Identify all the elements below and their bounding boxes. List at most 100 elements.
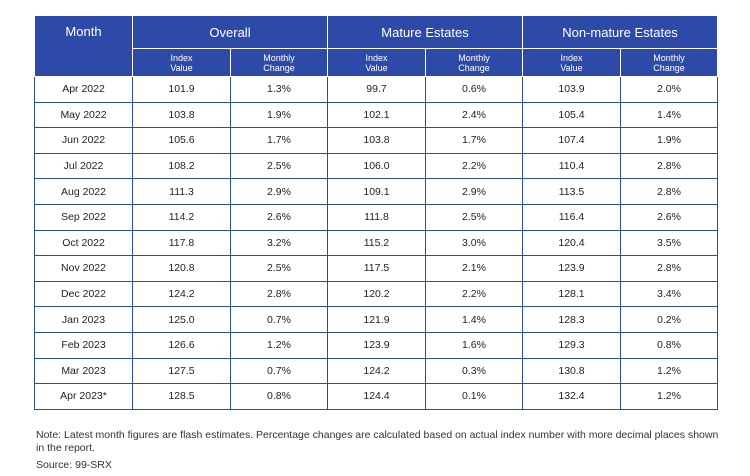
mature-index-cell: 117.5 [327, 255, 426, 282]
non-mature-change-cell: 0.2% [619, 306, 719, 333]
month-cell: Apr 2022 [34, 76, 133, 103]
table-row: Apr 2023* 128.5 0.8% 124.4 0.1% 132.4 1.… [34, 383, 719, 410]
overall-change-cell: 1.9% [230, 101, 328, 129]
mature-index-cell: 124.2 [327, 357, 426, 385]
note-text: Note: Latest month figures are flash est… [36, 429, 719, 454]
non-mature-index-cell: 107.4 [522, 127, 621, 154]
index-value-header: Index Value [132, 48, 231, 77]
mature-index-cell: 120.2 [327, 280, 426, 308]
mature-change-cell: 0.1% [425, 383, 523, 410]
monthly-change-header: Monthly Change [619, 48, 719, 77]
mature-index-cell: 123.9 [327, 331, 426, 359]
non-mature-index-cell: 128.1 [522, 280, 621, 308]
hdb-resale-index-table-container: Month Overall Mature Estates Non-mature … [34, 15, 719, 410]
non-mature-change-cell: 1.9% [619, 127, 719, 154]
monthly-change-header: Monthly Change [425, 48, 523, 77]
overall-change-cell: 2.5% [230, 255, 328, 282]
non-mature-index-cell: 120.4 [522, 229, 621, 257]
non-mature-change-cell: 3.5% [619, 229, 719, 257]
mature-index-cell: 111.8 [327, 203, 426, 231]
overall-change-cell: 0.7% [230, 306, 328, 333]
overall-change-cell: 1.7% [230, 127, 328, 154]
overall-change-cell: 2.9% [230, 178, 328, 205]
non-mature-change-cell: 1.2% [619, 357, 719, 385]
non-mature-index-cell: 116.4 [522, 203, 621, 231]
overall-index-cell: 101.9 [132, 76, 231, 103]
mature-change-cell: 0.6% [425, 76, 523, 103]
overall-index-cell: 124.2 [132, 280, 231, 308]
month-cell: Apr 2023* [34, 383, 133, 410]
non-mature-index-cell: 103.9 [522, 76, 621, 103]
non-mature-change-cell: 2.6% [619, 203, 719, 231]
non-mature-index-cell: 132.4 [522, 383, 621, 410]
source-text: Source: 99-SRX [36, 459, 112, 471]
table-row: Jul 2022 108.2 2.5% 106.0 2.2% 110.4 2.8… [34, 152, 719, 180]
month-cell: Sep 2022 [34, 203, 133, 231]
overall-change-cell: 0.8% [230, 383, 328, 410]
mature-change-cell: 1.4% [425, 306, 523, 333]
table-row: Sep 2022 114.2 2.6% 111.8 2.5% 116.4 2.6… [34, 203, 719, 231]
index-value-header: Index Value [522, 48, 621, 77]
overall-index-cell: 114.2 [132, 203, 231, 231]
overall-index-cell: 105.6 [132, 127, 231, 154]
month-cell: May 2022 [34, 101, 133, 129]
table-row: Jun 2022 105.6 1.7% 103.8 1.7% 107.4 1.9… [34, 127, 719, 154]
table-row: Dec 2022 124.2 2.8% 120.2 2.2% 128.1 3.4… [34, 280, 719, 308]
non-mature-estates-header: Non-mature Estates [521, 15, 719, 49]
monthly-change-header: Monthly Change [230, 48, 328, 77]
mature-index-cell: 102.1 [327, 101, 426, 129]
mature-change-cell: 2.4% [425, 101, 523, 129]
month-header: Month [34, 15, 133, 77]
non-mature-index-cell: 113.5 [522, 178, 621, 205]
non-mature-index-cell: 123.9 [522, 255, 621, 282]
index-value-header: Index Value [327, 48, 426, 77]
non-mature-index-cell: 110.4 [522, 152, 621, 180]
month-cell: Feb 2023 [34, 331, 133, 359]
overall-index-cell: 126.6 [132, 331, 231, 359]
mature-index-cell: 106.0 [327, 152, 426, 180]
overall-index-cell: 125.0 [132, 306, 231, 333]
overall-index-cell: 117.8 [132, 229, 231, 257]
overall-header: Overall [132, 15, 328, 49]
overall-change-cell: 0.7% [230, 357, 328, 385]
overall-change-cell: 2.8% [230, 280, 328, 308]
overall-change-cell: 2.5% [230, 152, 328, 180]
table-row: May 2022 103.8 1.9% 102.1 2.4% 105.4 1.4… [34, 101, 719, 129]
table-row: Apr 2022 101.9 1.3% 99.7 0.6% 103.9 2.0% [34, 76, 719, 103]
footnotes: Note: Latest month figures are flash est… [36, 429, 726, 472]
mature-index-cell: 124.4 [327, 383, 426, 410]
mature-change-cell: 2.5% [425, 203, 523, 231]
overall-change-cell: 2.6% [230, 203, 328, 231]
mature-change-cell: 1.6% [425, 331, 523, 359]
overall-change-cell: 3.2% [230, 229, 328, 257]
overall-index-cell: 120.8 [132, 255, 231, 282]
non-mature-change-cell: 3.4% [619, 280, 719, 308]
month-cell: Jun 2022 [34, 127, 133, 154]
mature-index-cell: 103.8 [327, 127, 426, 154]
mature-change-cell: 2.2% [425, 280, 523, 308]
non-mature-change-cell: 2.8% [619, 255, 719, 282]
table-row: Aug 2022 111.3 2.9% 109.1 2.9% 113.5 2.8… [34, 178, 719, 205]
month-cell: Dec 2022 [34, 280, 133, 308]
non-mature-index-cell: 129.3 [522, 331, 621, 359]
overall-index-cell: 128.5 [132, 383, 231, 410]
overall-index-cell: 103.8 [132, 101, 231, 129]
mature-change-cell: 2.9% [425, 178, 523, 205]
non-mature-change-cell: 2.8% [619, 152, 719, 180]
month-cell: Mar 2023 [34, 357, 133, 385]
overall-change-cell: 1.3% [230, 76, 328, 103]
non-mature-index-cell: 105.4 [522, 101, 621, 129]
overall-change-cell: 1.2% [230, 331, 328, 359]
month-cell: Jul 2022 [34, 152, 133, 180]
price-index-table: Month Overall Mature Estates Non-mature … [34, 15, 719, 410]
non-mature-change-cell: 0.8% [619, 331, 719, 359]
mature-index-cell: 115.2 [327, 229, 426, 257]
mature-change-cell: 2.1% [425, 255, 523, 282]
month-cell: Oct 2022 [34, 229, 133, 257]
mature-index-cell: 109.1 [327, 178, 426, 205]
overall-index-cell: 108.2 [132, 152, 231, 180]
mature-index-cell: 121.9 [327, 306, 426, 333]
non-mature-change-cell: 2.8% [619, 178, 719, 205]
month-cell: Nov 2022 [34, 255, 133, 282]
month-cell: Jan 2023 [34, 306, 133, 333]
